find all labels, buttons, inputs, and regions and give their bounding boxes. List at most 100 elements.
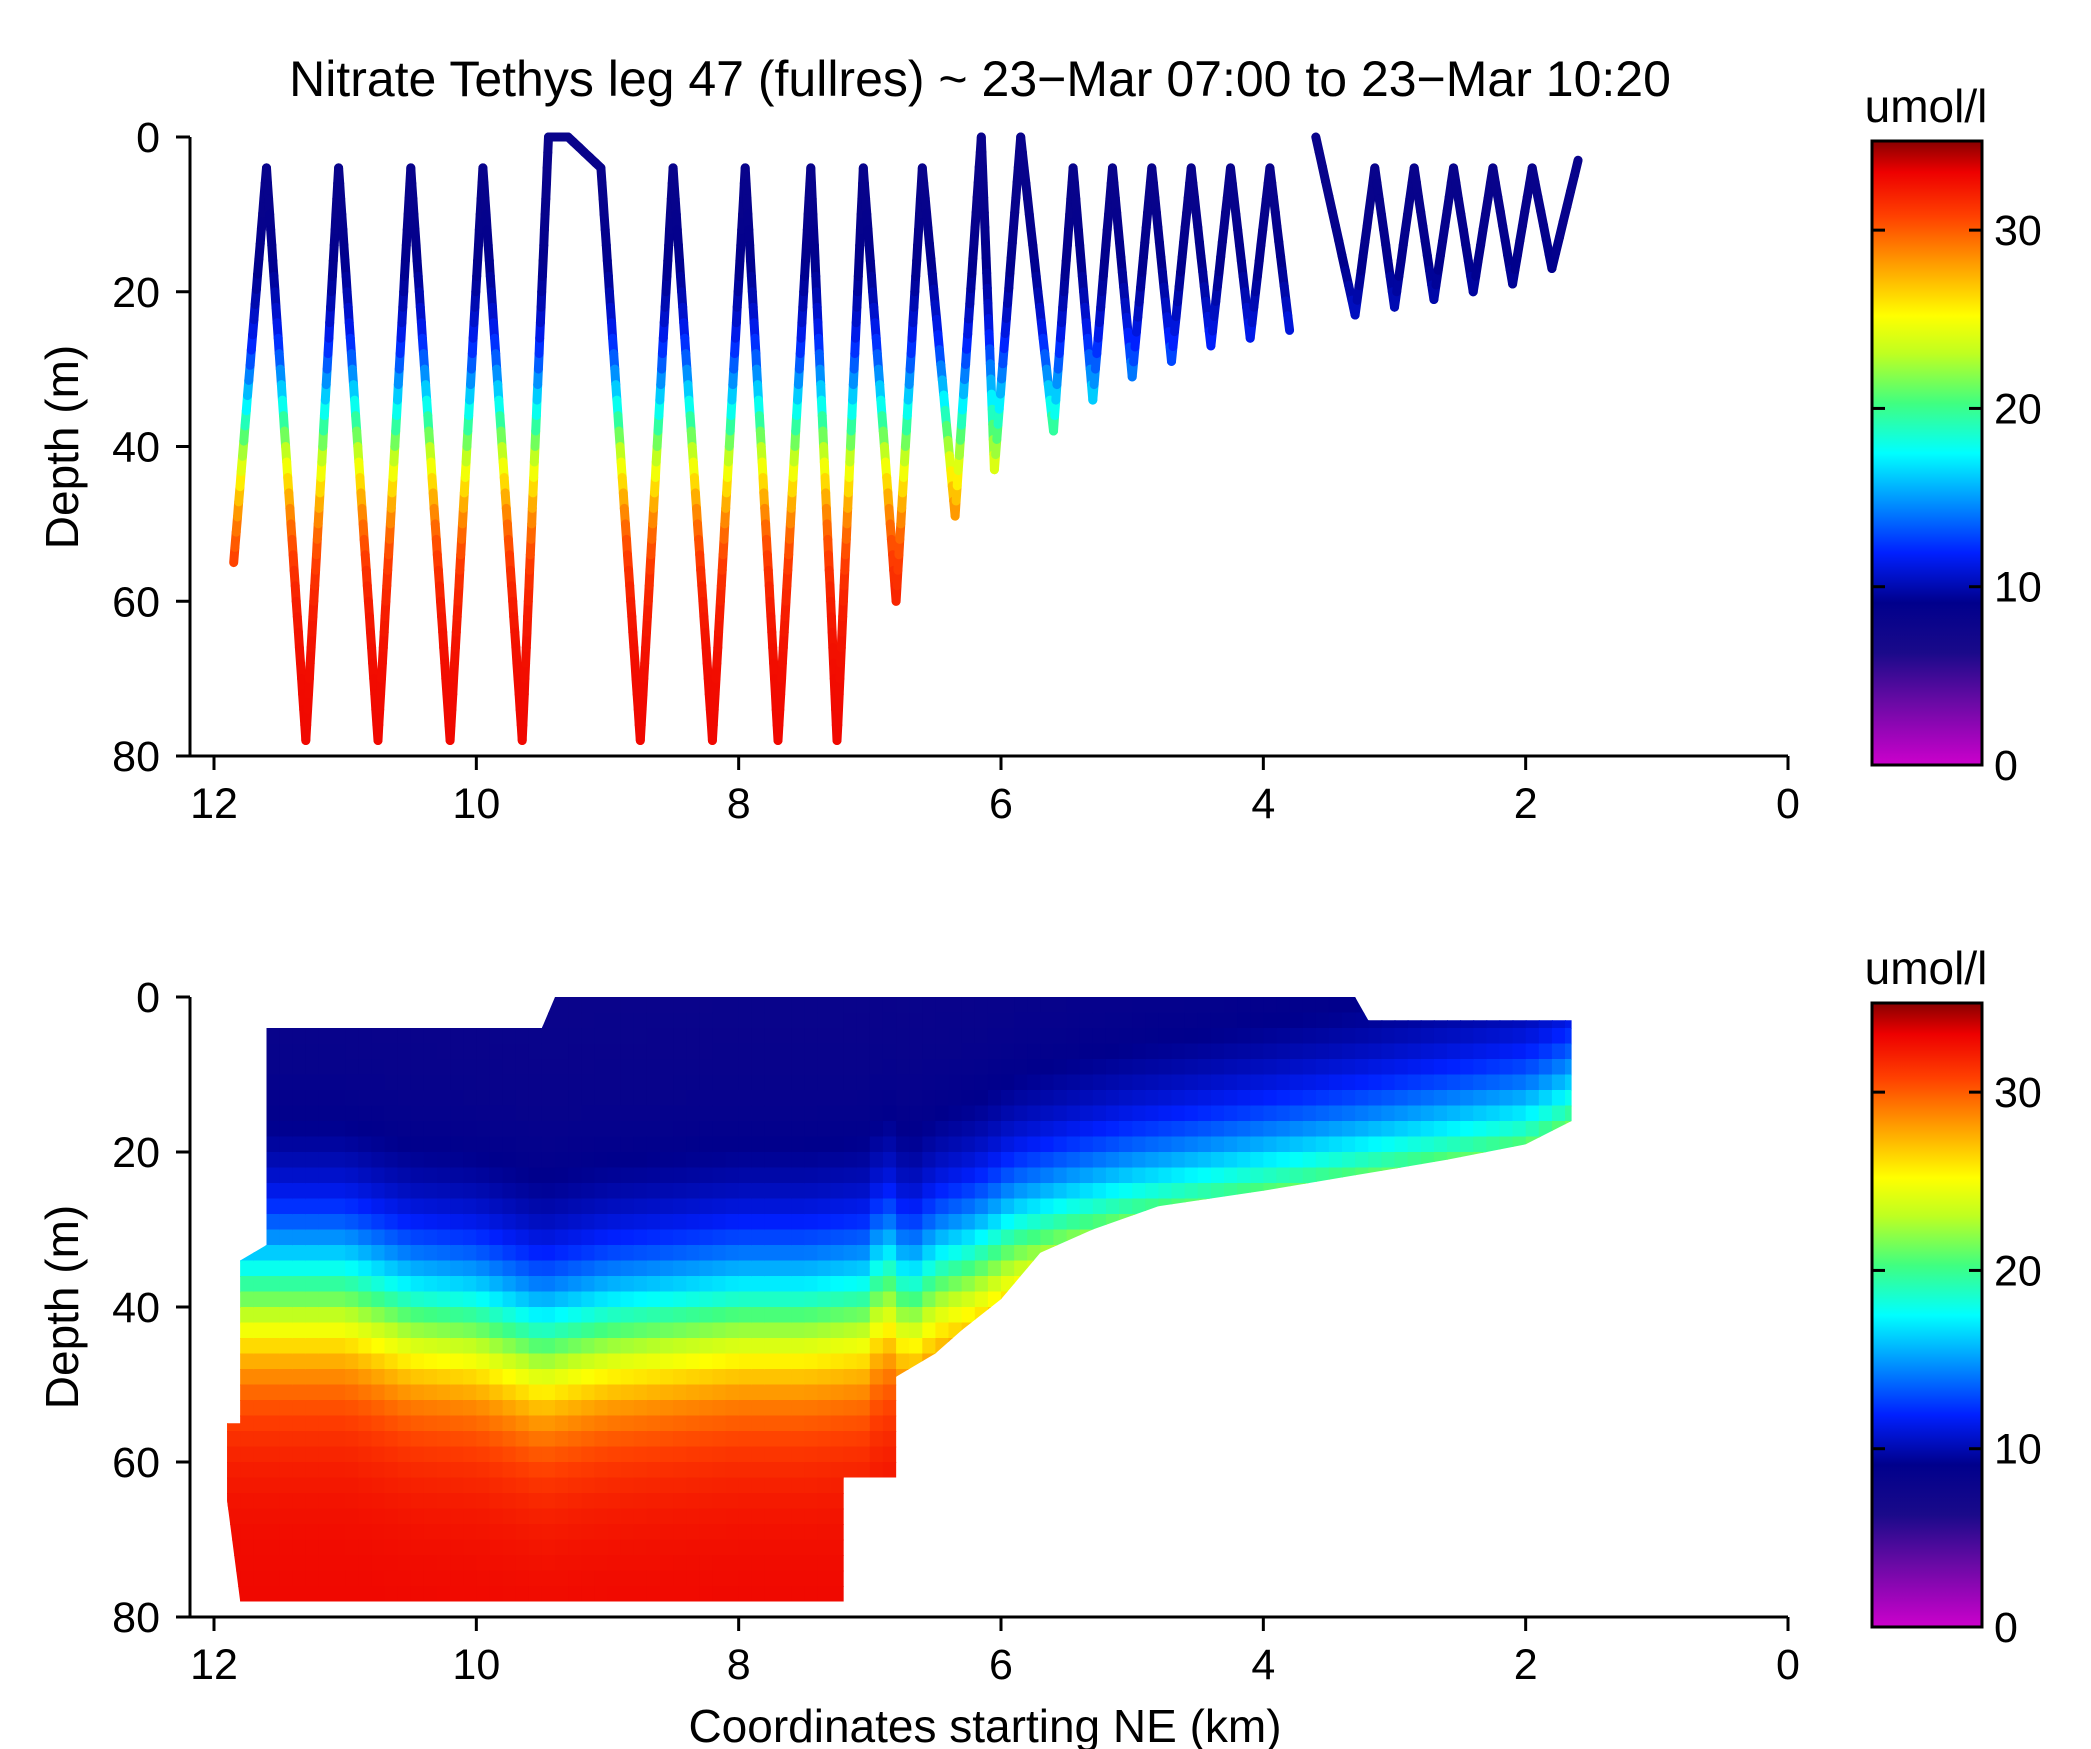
section-cell xyxy=(1302,1183,1317,1200)
section-cell xyxy=(437,1136,452,1153)
section-cell xyxy=(1066,1245,1081,1262)
section-cell xyxy=(738,1043,753,1060)
section-cell xyxy=(1079,1524,1094,1541)
section-cell xyxy=(1105,1183,1120,1200)
section-cell xyxy=(240,1090,255,1107)
section-cell xyxy=(660,1539,675,1556)
section-cell xyxy=(751,1152,766,1169)
section-cell xyxy=(686,1198,701,1215)
section-cell xyxy=(1092,1059,1107,1076)
section-cell xyxy=(987,1493,1002,1510)
section-cell xyxy=(581,1462,596,1479)
section-cell xyxy=(227,1121,242,1138)
section-cell xyxy=(1315,1384,1330,1401)
section-cell xyxy=(253,1586,268,1602)
section-cell xyxy=(423,1090,438,1107)
section-cell xyxy=(1394,1400,1409,1417)
section-cell xyxy=(240,1074,255,1091)
section-cell xyxy=(974,1229,989,1246)
section-cell xyxy=(528,1074,543,1091)
section-cell xyxy=(1066,1074,1081,1091)
section-cell xyxy=(1145,1183,1160,1200)
section-cell xyxy=(725,1570,740,1587)
section-cell xyxy=(463,997,478,1014)
section-cell xyxy=(1407,1384,1422,1401)
section-cell xyxy=(581,1555,596,1572)
section-cell xyxy=(1302,1570,1317,1587)
section-cell xyxy=(1132,997,1147,1014)
section-cell xyxy=(909,1028,924,1045)
section-cell xyxy=(1289,1198,1304,1215)
section-cell xyxy=(594,1276,609,1293)
section-cell xyxy=(660,1167,675,1184)
section-cell xyxy=(725,1260,740,1277)
section-cell xyxy=(633,1555,648,1572)
section-cell xyxy=(725,1400,740,1417)
section-cell xyxy=(869,1477,884,1494)
section-cell xyxy=(1119,1586,1134,1602)
section-cell xyxy=(791,1090,806,1107)
section-cell xyxy=(1092,1338,1107,1355)
section-cell xyxy=(856,1524,871,1541)
section-cell xyxy=(764,1524,779,1541)
section-cell xyxy=(1355,1586,1370,1602)
section-cell xyxy=(686,1322,701,1339)
section-cell xyxy=(1473,1152,1488,1169)
section-cell xyxy=(778,1322,793,1339)
section-cell xyxy=(646,1074,661,1091)
section-cell xyxy=(1171,1167,1186,1184)
section-cell xyxy=(410,1384,425,1401)
section-cell xyxy=(1250,1524,1265,1541)
section-cell xyxy=(1289,1400,1304,1417)
section-cell xyxy=(371,1167,386,1184)
section-cell xyxy=(961,1353,976,1370)
section-cell xyxy=(1473,1276,1488,1293)
section-cell xyxy=(1407,1198,1422,1215)
section-cell xyxy=(568,1183,583,1200)
section-cell xyxy=(1079,1338,1094,1355)
section-cell xyxy=(253,1431,268,1448)
section-cell xyxy=(1184,1028,1199,1045)
section-cell xyxy=(1420,1353,1435,1370)
section-cell xyxy=(463,1012,478,1029)
section-cell xyxy=(1145,1477,1160,1494)
section-cell xyxy=(843,1369,858,1386)
section-cell xyxy=(1381,1291,1396,1308)
section-cell xyxy=(1328,1338,1343,1355)
section-cell xyxy=(712,1276,727,1293)
section-cell xyxy=(646,997,661,1014)
section-cell xyxy=(1302,1167,1317,1184)
section-cell xyxy=(909,1121,924,1138)
section-cell xyxy=(318,1291,333,1308)
section-cell xyxy=(292,1322,307,1339)
section-cell xyxy=(1237,1245,1252,1262)
section-cell xyxy=(620,1167,635,1184)
section-cell xyxy=(253,1260,268,1277)
section-cell xyxy=(555,1136,570,1153)
section-cell xyxy=(1066,1059,1081,1076)
section-cell xyxy=(1027,1524,1042,1541)
section-cell xyxy=(489,1291,504,1308)
section-cell xyxy=(1328,1586,1343,1602)
section-cell xyxy=(594,1369,609,1386)
section-cell xyxy=(358,1291,373,1308)
section-cell xyxy=(384,1136,399,1153)
section-cell xyxy=(1447,1524,1462,1541)
section-cell xyxy=(515,1508,530,1525)
section-cell xyxy=(738,1028,753,1045)
section-cell xyxy=(633,1322,648,1339)
section-cell xyxy=(227,1307,242,1324)
section-cell xyxy=(1079,1586,1094,1602)
section-cell xyxy=(974,1446,989,1463)
section-cell xyxy=(1381,1446,1396,1463)
section-cell xyxy=(804,1415,819,1432)
section-cell xyxy=(555,1245,570,1262)
section-cell xyxy=(1158,1245,1173,1262)
section-cell xyxy=(1368,1152,1383,1169)
section-cell xyxy=(1342,1229,1357,1246)
section-cell xyxy=(987,1291,1002,1308)
section-cell xyxy=(673,1431,688,1448)
section-cell xyxy=(909,1508,924,1525)
section-cell xyxy=(1460,1152,1475,1169)
section-cell xyxy=(318,1369,333,1386)
